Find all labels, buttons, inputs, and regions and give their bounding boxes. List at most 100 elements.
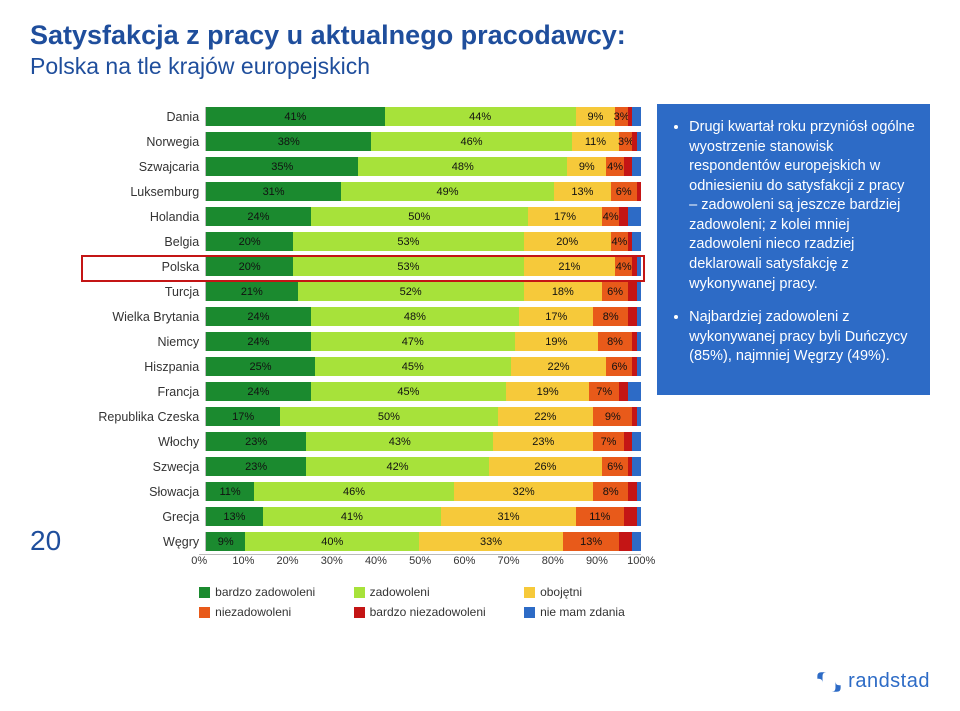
title-sub: Polska na tle krajów europejskich bbox=[30, 53, 930, 80]
bar: 35%48%9%4% bbox=[205, 157, 641, 176]
bar-segment: 9% bbox=[593, 407, 632, 426]
bar-segment: 6% bbox=[602, 282, 628, 301]
bar-segment: 46% bbox=[254, 482, 454, 501]
bar-segment bbox=[637, 257, 641, 276]
legend-item: niezadowoleni bbox=[199, 605, 331, 619]
bar-segment: 41% bbox=[263, 507, 441, 526]
legend: bardzo zadowoleni zadowoleni obojętni nieza… bbox=[199, 585, 641, 619]
axis-tick: 20% bbox=[277, 555, 299, 567]
bar-segment bbox=[624, 432, 633, 451]
bar: 23%43%23%7% bbox=[205, 432, 641, 451]
legend-label: bardzo zadowoleni bbox=[215, 585, 315, 599]
legend-item: bardzo niezadowoleni bbox=[354, 605, 502, 619]
chart-row: Belgia20%53%20%4% bbox=[81, 229, 641, 254]
chart-row: Holandia24%50%17%4% bbox=[81, 204, 641, 229]
commentary-bullet: Drugi kwartał roku przyniósł ogólne wyos… bbox=[689, 118, 916, 294]
bar-segment bbox=[619, 532, 632, 551]
chart-row: Grecja13%41%31%11% bbox=[81, 504, 641, 529]
chart-row: Włochy23%43%23%7% bbox=[81, 429, 641, 454]
bar-segment: 42% bbox=[306, 457, 489, 476]
bar-segment: 9% bbox=[576, 107, 615, 126]
bar-segment: 21% bbox=[524, 257, 615, 276]
bar: 20%53%21%4% bbox=[205, 257, 641, 276]
chart-rows: Dania41%44%9%3%Norwegia38%46%11%3%Szwajc… bbox=[81, 104, 641, 554]
bar-segment bbox=[632, 232, 641, 251]
bar-segment: 19% bbox=[515, 332, 598, 351]
bar-segment bbox=[628, 382, 641, 401]
bar: 24%47%19%8% bbox=[205, 332, 641, 351]
bar-segment: 31% bbox=[206, 182, 341, 201]
bar-segment: 6% bbox=[602, 457, 628, 476]
axis-tick: 10% bbox=[232, 555, 254, 567]
bar-segment: 33% bbox=[419, 532, 563, 551]
bar-segment: 9% bbox=[567, 157, 606, 176]
bar-segment bbox=[628, 207, 641, 226]
bar-segment: 46% bbox=[371, 132, 571, 151]
chart-row: Republika Czeska17%50%22%9% bbox=[81, 404, 641, 429]
bar-segment bbox=[619, 207, 628, 226]
legend-swatch bbox=[354, 607, 365, 618]
chart-row: Słowacja11%46%32%8% bbox=[81, 479, 641, 504]
bar-segment bbox=[628, 282, 637, 301]
row-label: Wielka Brytania bbox=[81, 310, 205, 324]
row-label: Republika Czeska bbox=[81, 410, 205, 424]
row-label: Norwegia bbox=[81, 135, 205, 149]
bar-segment bbox=[637, 307, 641, 326]
row-label: Węgry bbox=[81, 535, 205, 549]
page-number: 20 bbox=[30, 525, 61, 557]
axis-tick: 40% bbox=[365, 555, 387, 567]
bar-segment: 22% bbox=[511, 357, 607, 376]
bar-segment: 45% bbox=[315, 357, 511, 376]
bar-segment: 17% bbox=[206, 407, 280, 426]
bar: 38%46%11%3% bbox=[205, 132, 641, 151]
bar-segment bbox=[637, 282, 641, 301]
row-label: Szwajcaria bbox=[81, 160, 205, 174]
legend-label: nie mam zdania bbox=[540, 605, 625, 619]
row-label: Turcja bbox=[81, 285, 205, 299]
commentary-bullet: Najbardziej zadowoleni z wykonywanej pra… bbox=[689, 308, 916, 367]
bar-segment: 8% bbox=[598, 332, 633, 351]
bar-segment: 13% bbox=[206, 507, 263, 526]
randstad-logo-icon bbox=[816, 671, 842, 693]
bar-segment: 48% bbox=[358, 157, 567, 176]
bar: 24%48%17%8% bbox=[205, 307, 641, 326]
bar-segment: 38% bbox=[206, 132, 371, 151]
chart-row: Norwegia38%46%11%3% bbox=[81, 129, 641, 154]
bar-segment: 20% bbox=[524, 232, 611, 251]
axis-tick: 80% bbox=[542, 555, 564, 567]
legend-label: obojętni bbox=[540, 585, 582, 599]
bar-segment bbox=[637, 332, 641, 351]
bar: 31%49%13%6% bbox=[205, 182, 641, 201]
axis-tick: 90% bbox=[586, 555, 608, 567]
bar-segment: 50% bbox=[280, 407, 498, 426]
bar-segment bbox=[632, 107, 641, 126]
bar-segment: 3% bbox=[615, 107, 628, 126]
row-label: Polska bbox=[81, 260, 205, 274]
bar-segment: 50% bbox=[311, 207, 529, 226]
legend-label: bardzo niezadowoleni bbox=[370, 605, 486, 619]
bar-segment bbox=[628, 307, 637, 326]
bar-segment bbox=[637, 132, 641, 151]
legend-item: obojętni bbox=[524, 585, 641, 599]
bar-segment: 11% bbox=[572, 132, 620, 151]
bar-segment: 43% bbox=[306, 432, 493, 451]
bar-segment: 13% bbox=[554, 182, 611, 201]
chart-row: Węgry9%40%33%13% bbox=[81, 529, 641, 554]
bar: 9%40%33%13% bbox=[205, 532, 641, 551]
row-label: Francja bbox=[81, 385, 205, 399]
bar-segment: 6% bbox=[606, 357, 632, 376]
legend-item: zadowoleni bbox=[354, 585, 502, 599]
bar-segment: 53% bbox=[293, 257, 524, 276]
bar-segment: 22% bbox=[498, 407, 594, 426]
axis-tick: 70% bbox=[498, 555, 520, 567]
bar-segment: 20% bbox=[206, 257, 293, 276]
bar-segment bbox=[632, 157, 641, 176]
bar-segment: 11% bbox=[576, 507, 624, 526]
bar-segment: 7% bbox=[589, 382, 619, 401]
bar-segment: 19% bbox=[506, 382, 589, 401]
bar-segment: 24% bbox=[206, 332, 310, 351]
randstad-logo: randstad bbox=[816, 670, 930, 693]
bar-segment: 3% bbox=[619, 132, 632, 151]
legend-swatch bbox=[199, 587, 210, 598]
chart-row: Francja24%45%19%7% bbox=[81, 379, 641, 404]
